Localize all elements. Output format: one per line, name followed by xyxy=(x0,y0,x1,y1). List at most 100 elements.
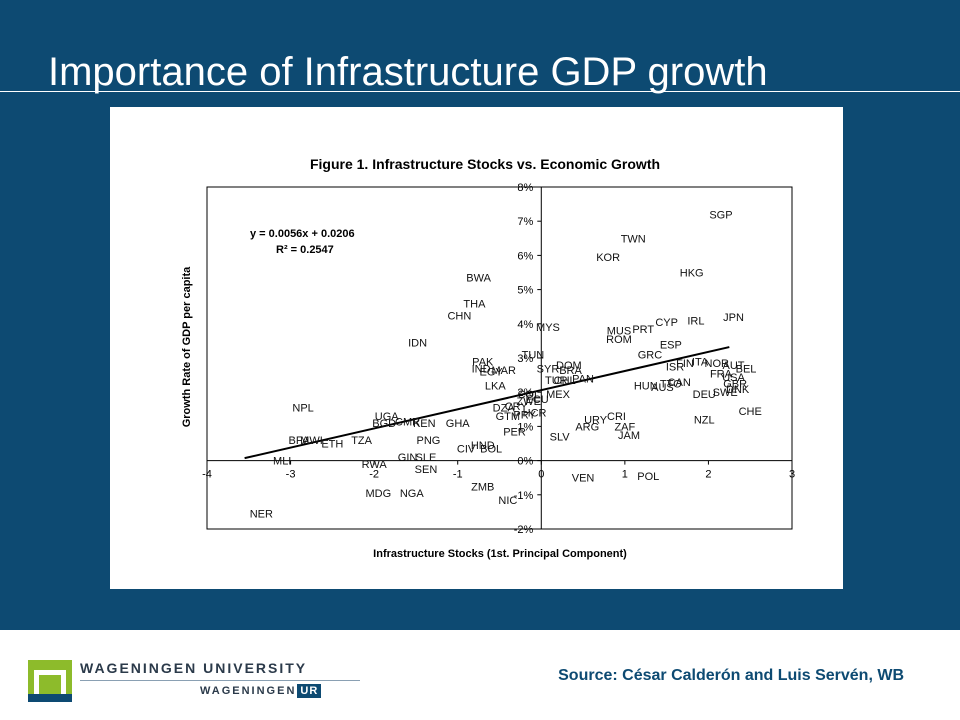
wageningen-logo-icon xyxy=(28,660,72,702)
point-label: BRA xyxy=(559,365,582,377)
point-label: CHE xyxy=(739,406,762,418)
point-label: EGY xyxy=(480,367,504,379)
y-tick-label: 7% xyxy=(517,216,533,228)
point-label: SGP xyxy=(709,209,732,221)
point-label: BWA xyxy=(466,273,491,285)
point-label: ZMB xyxy=(471,481,494,493)
point-label: ZAF xyxy=(614,421,635,433)
x-axis-label: Infrastructure Stocks (1st. Principal Co… xyxy=(373,548,627,560)
y-tick-label: 5% xyxy=(517,285,533,297)
point-label: URY xyxy=(584,415,608,427)
y-tick-label: 0% xyxy=(517,456,533,468)
y-tick-label: 6% xyxy=(517,250,533,262)
point-label: DOM xyxy=(556,360,582,372)
point-label: HCR xyxy=(523,408,547,420)
point-label: HUN xyxy=(634,380,658,392)
point-label: DEU xyxy=(693,389,716,401)
point-label: SEN xyxy=(415,464,438,476)
point-label: ROM xyxy=(606,334,632,346)
point-label: IRL xyxy=(687,315,704,327)
point-label: PAK xyxy=(472,356,494,368)
y-axis-label: Growth Rate of GDP per capita xyxy=(181,266,193,427)
point-label: GIN xyxy=(398,452,418,464)
point-label: FIN xyxy=(676,358,694,370)
point-label: COL xyxy=(517,389,540,401)
slide-title: Importance of Infrastructure GDP growth xyxy=(48,50,768,94)
point-label: HND xyxy=(471,440,495,452)
point-label: ITA xyxy=(692,356,709,368)
point-label: SLV xyxy=(550,432,571,444)
point-label: RWA xyxy=(362,459,388,471)
point-label: PRT xyxy=(632,324,654,336)
point-label: PER xyxy=(503,427,526,439)
point-label: TWN xyxy=(621,233,646,245)
chart-figure: Figure 1. Infrastructure Stocks vs. Econ… xyxy=(110,107,843,589)
point-label: LKA xyxy=(485,380,506,392)
logo-divider xyxy=(80,680,360,681)
x-tick-label: 2 xyxy=(705,469,711,481)
university-name: WAGENINGEN UNIVERSITY xyxy=(80,660,308,676)
point-label: PNG xyxy=(417,435,441,447)
point-label: JAM xyxy=(618,430,640,442)
x-tick-label: -3 xyxy=(286,469,296,481)
point-label: CHL xyxy=(554,375,576,387)
y-tick-label: 1% xyxy=(517,421,533,433)
point-label: BEL xyxy=(736,363,757,375)
point-label: KEN xyxy=(413,418,436,430)
point-label: IND xyxy=(472,363,491,375)
point-label: TTO xyxy=(660,379,682,391)
y-tick-label: -2% xyxy=(514,524,534,536)
x-tick-label: -2 xyxy=(369,469,379,481)
point-label: IDN xyxy=(408,338,427,350)
point-label: MAR xyxy=(491,365,516,377)
point-label: ARG xyxy=(575,421,599,433)
point-label: GHA xyxy=(446,418,471,430)
point-label: AUS xyxy=(651,382,674,394)
point-label: AUT xyxy=(723,360,745,372)
point-label: USA xyxy=(722,372,745,384)
point-label: GBR xyxy=(723,379,747,391)
point-label: MLI xyxy=(273,456,291,468)
x-tick-label: -1 xyxy=(453,469,463,481)
point-label: BFA xyxy=(289,435,310,447)
point-label: NPL xyxy=(292,403,313,415)
point-label: CMR xyxy=(395,416,420,428)
point-label: MYS xyxy=(536,322,560,334)
point-label: SLE xyxy=(416,452,437,464)
point-label: TUN xyxy=(522,350,545,362)
point-label: NGA xyxy=(400,488,425,500)
title-underline xyxy=(0,91,960,92)
point-label: CRI xyxy=(607,411,626,423)
trendline xyxy=(244,346,730,460)
point-label: MWI xyxy=(300,435,323,447)
point-label: DNK xyxy=(726,384,750,396)
point-label: MDG xyxy=(365,488,391,500)
trendline-group xyxy=(244,346,730,460)
point-label: UGA xyxy=(375,411,400,423)
y-tick-label: -1% xyxy=(514,490,534,502)
source-credit: Source: César Calderón and Luis Servén, … xyxy=(558,667,904,684)
point-label: NIC xyxy=(498,495,517,507)
point-label: PRY xyxy=(513,409,536,421)
point-label: CYP xyxy=(655,317,678,329)
point-label: ZWE xyxy=(517,396,541,408)
point-label: ISR xyxy=(666,362,684,374)
point-label: ECU xyxy=(525,394,548,406)
point-label: CHN xyxy=(447,310,471,322)
point-label: HKG xyxy=(680,268,704,280)
y-tick-label: 8% xyxy=(517,182,533,194)
point-label: MEX xyxy=(546,389,571,401)
plot-area-frame xyxy=(206,186,793,530)
footer-bar xyxy=(0,630,960,720)
point-label: NOR xyxy=(705,358,730,370)
point-label: SWE xyxy=(713,387,738,399)
point-label: CAN xyxy=(668,377,691,389)
point-label: NZL xyxy=(694,415,715,427)
point-label: PAN xyxy=(572,374,594,386)
point-label: DZA xyxy=(493,403,516,415)
r-squared-label: R² = 0.2547 xyxy=(276,244,334,256)
y-tick-label: 4% xyxy=(517,319,533,331)
trendline-equation: y = 0.0056x + 0.0206 xyxy=(250,228,355,240)
